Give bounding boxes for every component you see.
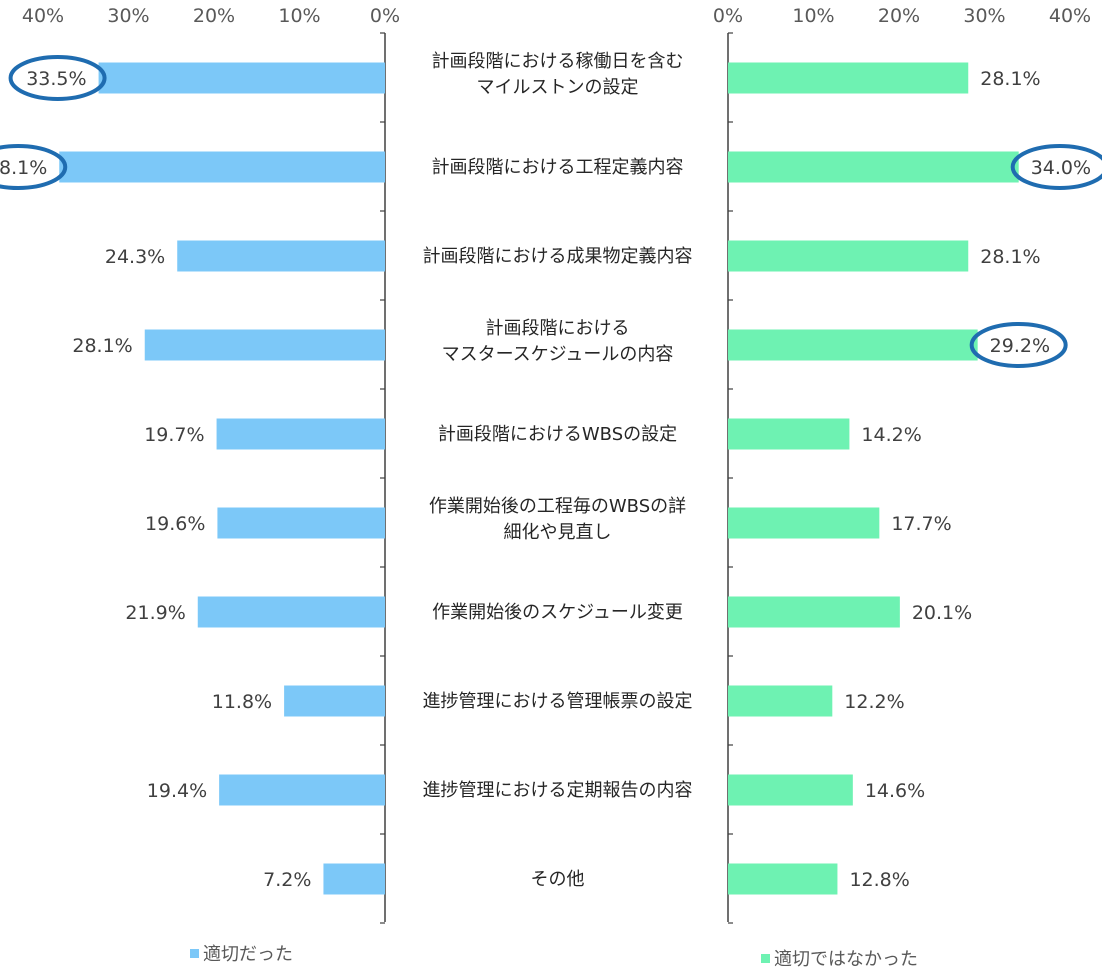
- value-label-right: 12.8%: [849, 869, 909, 891]
- value-label-left: 19.7%: [144, 424, 204, 446]
- bar-right: [728, 596, 900, 628]
- bar-left: [177, 240, 385, 272]
- category-labels: 計画段階における稼働日を含むマイルストンの設定計画段階における工程定義内容計画段…: [423, 51, 693, 890]
- category-label: 計画段階における稼働日を含む: [432, 51, 684, 72]
- category-label: 計画段階における成果物定義内容: [423, 246, 693, 267]
- bar-right: [728, 418, 850, 450]
- legend-label-left: 適切だった: [203, 944, 293, 965]
- category-label: 作業開始後の工程毎のWBSの詳: [429, 496, 686, 517]
- highlight-circle: [8, 55, 107, 101]
- category-label: 計画段階における工程定義内容: [432, 157, 684, 178]
- value-label-left: 7.2%: [263, 869, 311, 891]
- value-label-left: 28.1%: [72, 335, 132, 357]
- bar-left: [217, 507, 385, 539]
- bar-right: [728, 240, 969, 272]
- value-label-left: 38.1%: [0, 157, 47, 179]
- right-axis-ticks: 0% 10% 20% 30% 40%: [713, 5, 1091, 27]
- legend-label-right: 適切ではなかった: [774, 949, 918, 970]
- value-label-left: 24.3%: [105, 246, 165, 268]
- value-label-left: 19.4%: [147, 780, 207, 802]
- bars: [59, 62, 1019, 895]
- category-label: 計画段階における: [486, 318, 630, 339]
- highlight-circle: [0, 144, 68, 190]
- bar-left: [219, 774, 385, 806]
- value-labels: 33.5% 28.1% 38.1% 34.0% 24.3% 28.1% 28.1% 29.2%…: [0, 55, 1102, 891]
- left-tick-label: 20%: [193, 5, 235, 27]
- highlight-circle: [969, 322, 1068, 368]
- legend-swatch-left: [190, 949, 199, 958]
- bar-left: [323, 863, 385, 895]
- value-label-right: 34.0%: [1031, 157, 1091, 179]
- left-axis-ticks: 40% 30% 20% 10% 0%: [22, 5, 400, 27]
- left-tick-label: 40%: [22, 5, 64, 27]
- bar-right: [728, 151, 1019, 183]
- value-label-right: 28.1%: [980, 68, 1040, 90]
- bar-left: [197, 596, 385, 628]
- bar-left: [144, 329, 385, 361]
- bar-right: [728, 62, 969, 94]
- right-tick-label: 30%: [963, 5, 1005, 27]
- value-label-right: 28.1%: [980, 246, 1040, 268]
- value-label-left: 33.5%: [26, 68, 86, 90]
- category-label: マイルストンの設定: [477, 77, 639, 98]
- left-tick-label: 30%: [107, 5, 149, 27]
- value-label-right: 20.1%: [912, 602, 972, 624]
- category-label: 進捗管理における定期報告の内容: [423, 780, 693, 801]
- bar-left: [59, 151, 386, 183]
- value-label-right: 14.2%: [861, 424, 921, 446]
- right-tick-label: 10%: [792, 5, 834, 27]
- value-label-right: 12.2%: [844, 691, 904, 713]
- legend-swatch-right: [761, 954, 770, 963]
- category-label: マスタースケジュールの内容: [442, 344, 674, 365]
- right-tick-label: 0%: [713, 5, 743, 27]
- category-label: 作業開始後のスケジュール変更: [432, 602, 683, 623]
- value-label-left: 21.9%: [125, 602, 185, 624]
- value-label-left: 11.8%: [212, 691, 272, 713]
- bar-left: [216, 418, 385, 450]
- bar-left: [284, 685, 385, 717]
- bar-right: [728, 507, 880, 539]
- category-label: その他: [531, 869, 585, 890]
- value-label-left: 19.6%: [145, 513, 205, 535]
- right-tick-label: 40%: [1049, 5, 1091, 27]
- left-tick-label: 10%: [278, 5, 320, 27]
- value-label-right: 29.2%: [990, 335, 1050, 357]
- value-label-right: 14.6%: [865, 780, 925, 802]
- category-label: 進捗管理における管理帳票の設定: [423, 691, 693, 712]
- bar-right: [728, 329, 978, 361]
- right-tick-label: 20%: [878, 5, 920, 27]
- value-label-right: 17.7%: [891, 513, 951, 535]
- category-label: 計画段階におけるWBSの設定: [438, 424, 677, 445]
- category-label: 細化や見直し: [504, 522, 612, 543]
- highlight-circle: [1010, 144, 1102, 190]
- bar-right: [728, 774, 853, 806]
- legend: 適切だった 適切ではなかった: [190, 944, 918, 970]
- bar-right: [728, 863, 838, 895]
- bar-right: [728, 685, 833, 717]
- left-tick-label: 0%: [370, 5, 400, 27]
- bar-left: [98, 62, 385, 94]
